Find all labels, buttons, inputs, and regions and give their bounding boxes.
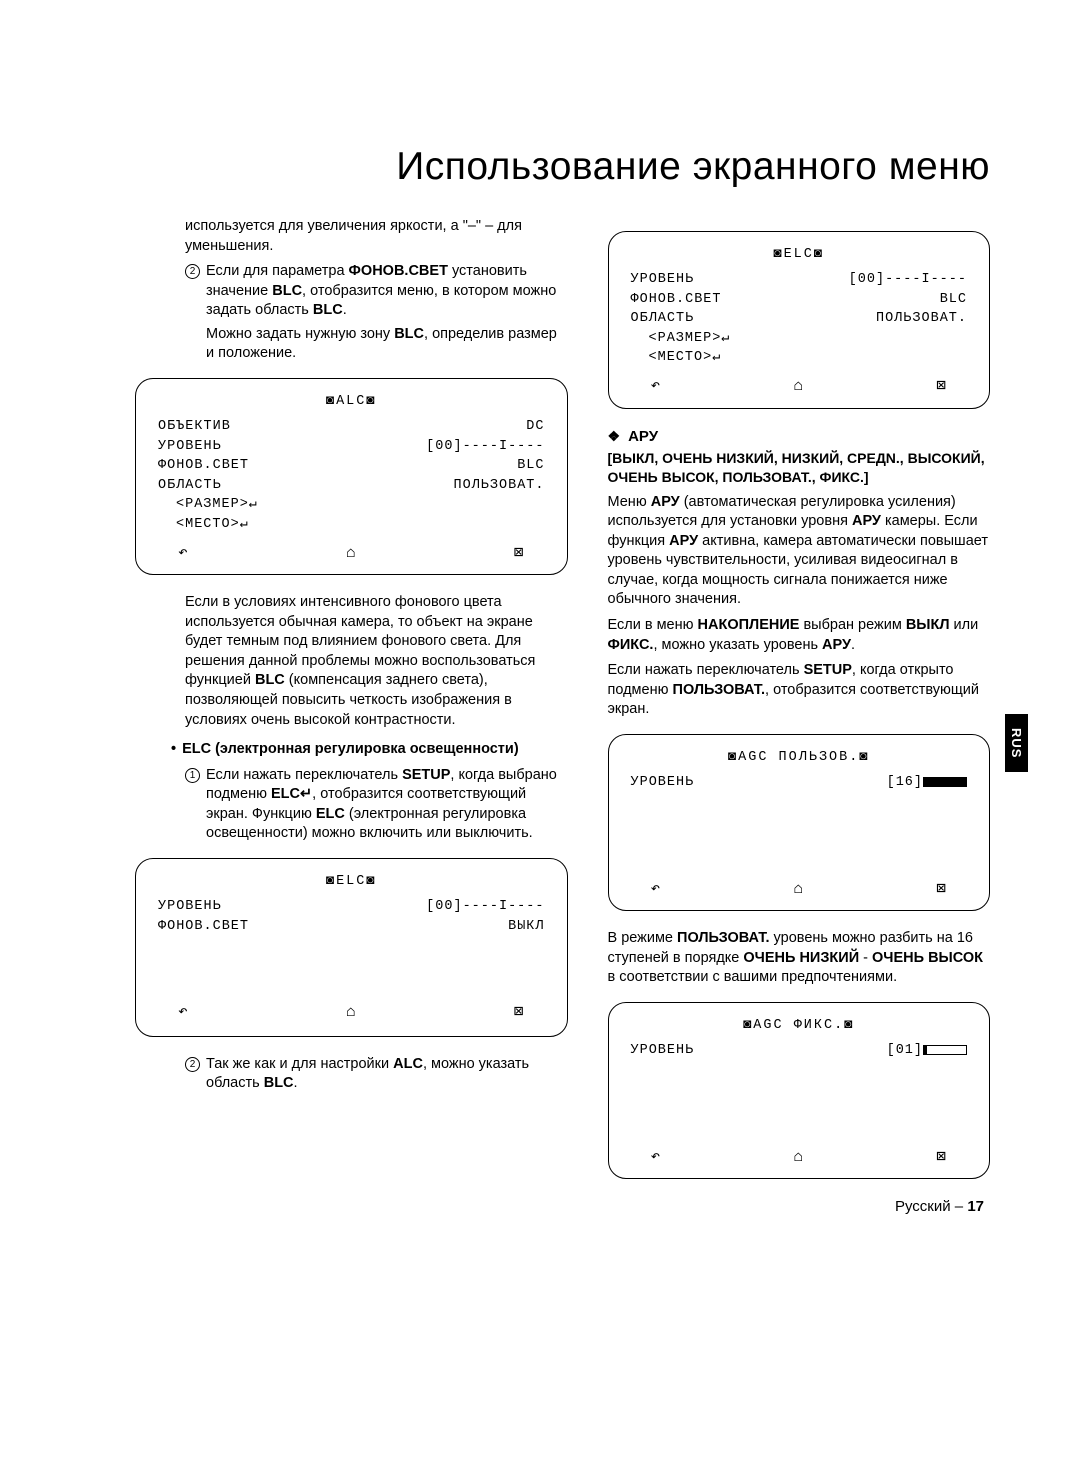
- close-icon: ⊠: [936, 1147, 947, 1169]
- aru-p2: Если в меню НАКОПЛЕНИЕ выбран режим ВЫКЛ…: [608, 616, 991, 655]
- elc-osd-box: ◙ELC◙ УРОВЕНЬ[00]----I---- ФОНОВ.СВЕТВЫК…: [135, 858, 568, 1037]
- back-icon: ↶: [178, 543, 189, 565]
- home-icon: ⌂: [346, 1002, 357, 1024]
- agc-fix-osd-box: ◙AGC ФИКС.◙ УРОВЕНЬ [01] ↶ ⌂ ⊠: [608, 1002, 991, 1179]
- user-p1: В режиме ПОЛЬЗОВАТ. уровень можно разбит…: [608, 929, 991, 988]
- elc-heading: •ELC (электронная регулировка освещеннос…: [171, 740, 568, 760]
- left-column: используется для увеличения яркости, а "…: [100, 217, 568, 1218]
- step-1-marker: 1: [185, 768, 200, 783]
- close-icon: ⊠: [936, 879, 947, 901]
- step-2-text: Если для параметра ФОНОВ.СВЕТ установить…: [206, 262, 568, 364]
- home-icon: ⌂: [793, 879, 804, 901]
- intro-text: используется для увеличения яркости, а "…: [185, 217, 568, 256]
- alc-osd-title: ◙ALC◙: [158, 393, 545, 411]
- step-2b-marker: 2: [185, 1057, 200, 1072]
- aru-heading: ❖АРУ: [608, 427, 991, 447]
- aru-options: [ВЫКЛ, ОЧЕНЬ НИЗКИЙ, НИЗКИЙ, СРЕДN., ВЫС…: [608, 449, 991, 487]
- page-footer: Русский – 17: [608, 1197, 991, 1217]
- elc2-osd-box: ◙ELC◙ УРОВЕНЬ[00]----I---- ФОНОВ.СВЕТBLC…: [608, 231, 991, 409]
- language-tab: RUS: [1005, 714, 1028, 772]
- home-icon: ⌂: [793, 376, 804, 398]
- back-icon: ↶: [651, 879, 662, 901]
- agc-user-title: ◙AGC ПОЛЬЗОВ.◙: [631, 749, 968, 767]
- blc-explain: Если в условиях интенсивного фонового цв…: [185, 593, 568, 730]
- step-2-marker: 2: [185, 264, 200, 279]
- agc-user-osd-box: ◙AGC ПОЛЬЗОВ.◙ УРОВЕНЬ [16] ↶ ⌂ ⊠: [608, 734, 991, 911]
- close-icon: ⊠: [514, 1002, 525, 1024]
- close-icon: ⊠: [936, 376, 947, 398]
- home-icon: ⌂: [793, 1147, 804, 1169]
- elc2-osd-title: ◙ELC◙: [631, 246, 968, 264]
- aru-p3: Если нажать переключатель SETUP, когда о…: [608, 661, 991, 720]
- back-icon: ↶: [651, 1147, 662, 1169]
- alc-osd-box: ◙ALC◙ ОБЪЕКТИВDC УРОВЕНЬ[00]----I---- ФО…: [135, 378, 568, 575]
- back-icon: ↶: [178, 1002, 189, 1024]
- elc-osd-title: ◙ELC◙: [158, 873, 545, 891]
- back-icon: ↶: [651, 376, 662, 398]
- right-column: ◙ELC◙ УРОВЕНЬ[00]----I---- ФОНОВ.СВЕТBLC…: [608, 217, 991, 1218]
- page-title: Использование экранного меню: [100, 145, 990, 189]
- close-icon: ⊠: [514, 543, 525, 565]
- home-icon: ⌂: [346, 543, 357, 565]
- step-2b-text: Так же как и для настройки ALC, можно ук…: [206, 1055, 568, 1094]
- aru-p1: Меню АРУ (автоматическая регулировка уси…: [608, 493, 991, 610]
- agc-fix-title: ◙AGC ФИКС.◙: [631, 1017, 968, 1035]
- elc-step1: Если нажать переключатель SETUP, когда в…: [206, 766, 568, 844]
